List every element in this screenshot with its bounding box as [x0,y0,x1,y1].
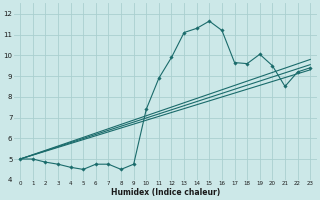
X-axis label: Humidex (Indice chaleur): Humidex (Indice chaleur) [111,188,220,197]
